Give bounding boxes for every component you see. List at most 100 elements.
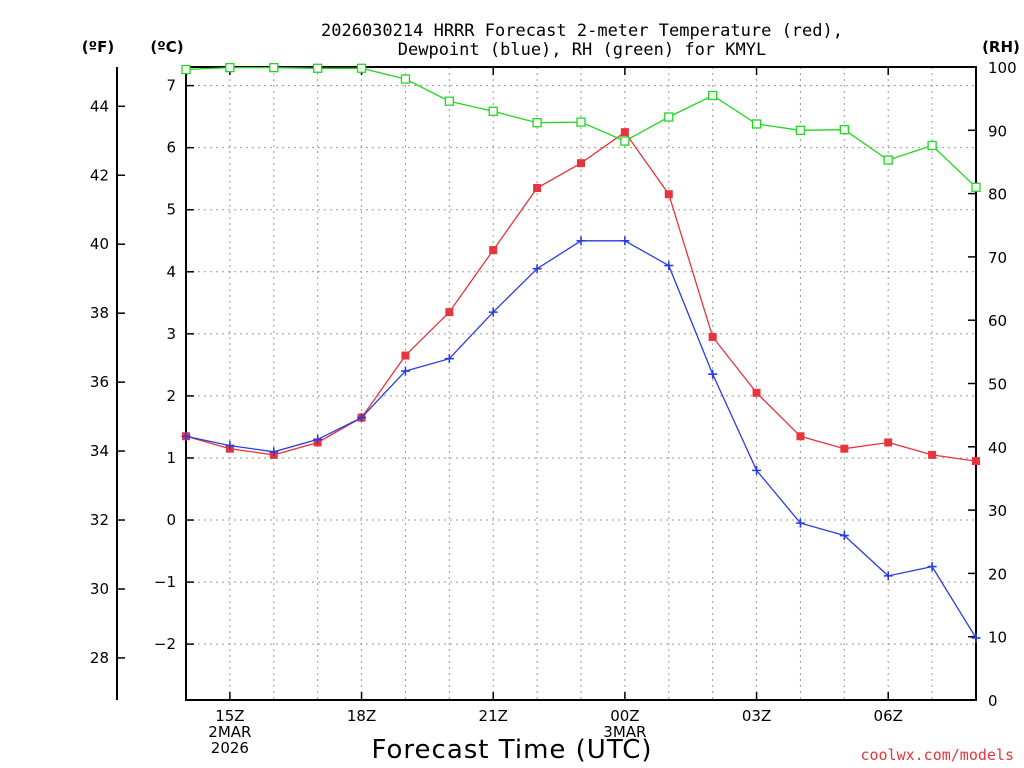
rh-tick-label: 50 [988, 376, 1007, 394]
data-point-marker [445, 308, 454, 317]
data-point-marker [576, 236, 586, 246]
x-tick-label: 15Z [215, 707, 244, 725]
data-point-marker [839, 531, 849, 541]
x-tick-label: 3MAR [603, 723, 646, 741]
data-point-marker [577, 159, 585, 168]
fahrenheit-tick-label: 44 [90, 97, 109, 115]
data-point-marker [840, 444, 849, 453]
data-point-marker [752, 465, 762, 475]
data-point-marker [576, 117, 586, 127]
rh-tick-label: 20 [988, 565, 1007, 583]
data-point-marker [664, 112, 674, 122]
fahrenheit-tick-label: 28 [90, 649, 109, 667]
data-point-marker [883, 155, 893, 165]
data-point-marker [708, 332, 717, 341]
celsius-tick-label: 1 [166, 449, 176, 467]
celsius-tick-label: 7 [166, 77, 176, 95]
celsius-tick-label: −2 [154, 635, 176, 653]
celsius-tick-label: 3 [166, 325, 176, 343]
data-point-marker [708, 90, 718, 101]
data-point-marker [533, 184, 542, 193]
data-point-marker [708, 369, 718, 379]
data-point-marker [488, 307, 498, 317]
celsius-tick-label: 4 [166, 263, 176, 281]
data-point-marker [884, 438, 893, 447]
data-point-marker [971, 182, 981, 192]
data-point-marker [839, 125, 849, 135]
data-point-marker [664, 261, 674, 271]
data-point-marker [400, 74, 411, 84]
fahrenheit-tick-label: 36 [90, 373, 109, 391]
data-point-marker [927, 562, 937, 572]
x-tick-label: 03Z [742, 707, 771, 725]
fahrenheit-tick-label: 34 [90, 442, 109, 460]
data-point-marker [796, 432, 805, 441]
celsius-tick-label: 5 [166, 201, 176, 219]
data-point-marker [181, 431, 191, 441]
x-axis-label: Forecast Time (UTC) [371, 735, 652, 765]
data-point-marker [400, 366, 410, 376]
fahrenheit-tick-label: 38 [90, 304, 109, 322]
x-tick-label: 06Z [874, 707, 903, 725]
fahrenheit-tick-label: 40 [90, 235, 109, 253]
celsius-tick-label: 0 [166, 511, 176, 529]
rh-tick-label: 10 [988, 629, 1007, 647]
celsius-tick-label: −1 [154, 573, 176, 591]
data-point-marker [927, 140, 937, 151]
data-point-marker [225, 441, 235, 451]
x-tick-label: 21Z [479, 707, 508, 725]
data-point-marker [971, 633, 981, 643]
chart-title-line2: Dewpoint (blue), RH (green) for KMYL [398, 40, 766, 60]
data-point-marker [357, 413, 367, 423]
series-dewpoint [181, 236, 981, 643]
data-point-marker [883, 571, 893, 581]
credit-text: coolwx.com/models [860, 746, 1014, 764]
data-point-marker [795, 518, 805, 528]
data-point-marker [532, 264, 542, 274]
data-point-marker [313, 63, 323, 73]
data-point-marker [620, 136, 630, 146]
data-point-marker [620, 236, 630, 246]
rh-tick-label: 90 [988, 122, 1007, 140]
data-point-marker [181, 64, 191, 75]
rh-tick-label: 80 [988, 186, 1007, 204]
fahrenheit-tick-label: 30 [90, 580, 109, 598]
rh-tick-label: 0 [988, 692, 998, 710]
data-point-marker [356, 63, 367, 73]
celsius-unit-label: (ºC) [150, 38, 183, 56]
rh-tick-label: 40 [988, 439, 1007, 457]
data-point-marker [225, 62, 235, 73]
fahrenheit-tick-label: 32 [90, 511, 109, 529]
rh-tick-label: 100 [988, 59, 1017, 77]
data-point-marker [795, 125, 806, 135]
series-relative-humidity [181, 62, 981, 192]
x-tick-label: 18Z [347, 707, 376, 725]
data-point-marker [972, 457, 980, 466]
rh-unit-label: (RH) [982, 38, 1020, 56]
rh-tick-label: 30 [988, 502, 1007, 520]
axes: −2−1012345672830323436384042440102030405… [90, 59, 1017, 757]
celsius-tick-label: 6 [166, 139, 176, 157]
data-point-marker [752, 388, 761, 397]
fahrenheit-unit-label: (ºF) [82, 38, 114, 56]
series [181, 62, 981, 643]
x-tick-label: 2MAR [208, 723, 251, 741]
chart-title-line1: 2026030214 HRRR Forecast 2-meter Tempera… [321, 21, 843, 41]
data-point-marker [269, 62, 279, 73]
rh-tick-label: 60 [988, 312, 1007, 330]
data-point-marker [401, 351, 410, 360]
fahrenheit-tick-label: 42 [90, 166, 109, 184]
data-point-marker [664, 190, 673, 199]
celsius-tick-label: 2 [166, 387, 176, 405]
data-point-marker [444, 354, 454, 364]
data-point-marker [488, 106, 498, 116]
x-tick-label: 2026 [211, 739, 249, 757]
data-point-marker [751, 119, 762, 129]
data-point-marker [269, 447, 279, 457]
data-point-marker [532, 118, 542, 128]
data-point-marker [489, 246, 498, 255]
data-point-marker [444, 96, 454, 106]
data-point-marker [620, 128, 629, 137]
rh-tick-label: 70 [988, 249, 1007, 267]
